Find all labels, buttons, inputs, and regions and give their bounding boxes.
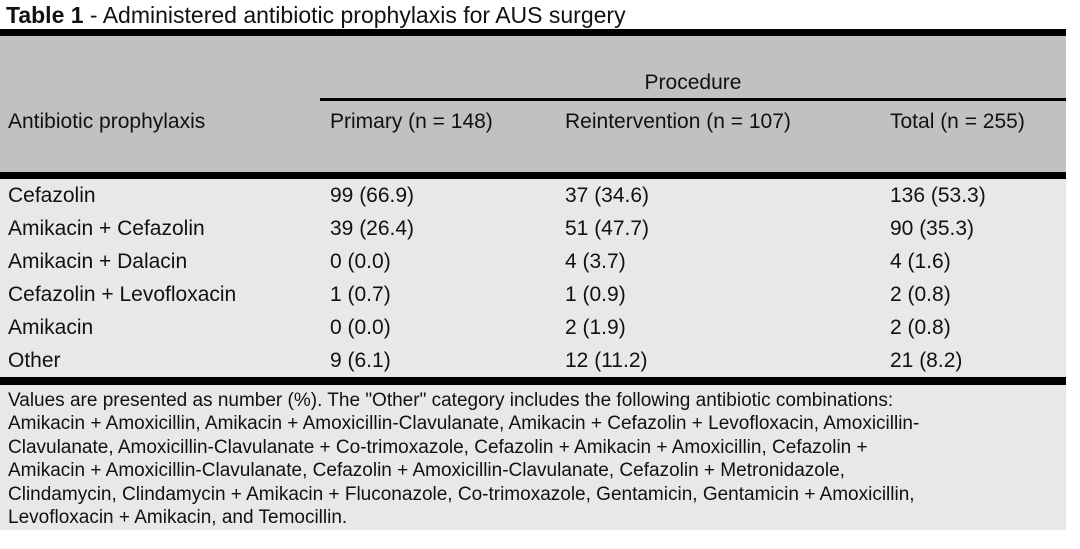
column-header-total: Total (n = 255) <box>890 110 1025 133</box>
row-value-primary: 99 (66.9) <box>330 183 415 207</box>
row-label: Amikacin + Cefazolin <box>8 216 205 240</box>
row-label: Amikacin <box>8 315 94 339</box>
table-header: Procedure Antibiotic prophylaxis Primary… <box>0 36 1066 172</box>
row-value-total: 21 (8.2) <box>890 348 963 372</box>
table-number: Table 1 <box>6 2 84 28</box>
table-caption: - Administered antibiotic prophylaxis fo… <box>83 2 626 28</box>
footnote-line: Clindamycin, Clindamycin + Amikacin + Fl… <box>8 483 915 505</box>
footnote-line: Amikacin + Amoxicillin-Clavulanate, Cefa… <box>8 460 845 482</box>
row-value-total: 90 (35.3) <box>890 216 975 240</box>
column-header-primary: Primary (n = 148) <box>330 110 493 133</box>
footnote-line: Levofloxacin + Amikacin, and Temocillin. <box>8 507 348 529</box>
row-value-reintervention: 12 (11.2) <box>565 348 648 372</box>
row-label: Cefazolin <box>8 183 96 207</box>
row-value-primary: 1 (0.7) <box>330 282 391 306</box>
row-value-primary: 9 (6.1) <box>330 348 391 372</box>
row-value-total: 2 (0.8) <box>890 282 951 306</box>
footnote-line: Amikacin + Amoxicillin, Amikacin + Amoxi… <box>8 413 920 435</box>
row-value-primary: 0 (0.0) <box>330 315 391 339</box>
column-header-antibiotic: Antibiotic prophylaxis <box>8 110 206 133</box>
table-row: Other 9 (6.1) 12 (11.2) 21 (8.2) <box>0 344 1066 377</box>
row-label: Amikacin + Dalacin <box>8 249 188 273</box>
body-footnote-rule <box>0 377 1066 385</box>
column-header-row: Antibiotic prophylaxis Primary (n = 148)… <box>0 101 1066 134</box>
footnote-line: Clavulanate, Amoxicillin-Clavulanate + C… <box>8 436 868 458</box>
procedure-group-header: Procedure <box>320 71 1066 101</box>
row-value-reintervention: 2 (1.9) <box>565 315 626 339</box>
row-value-total: 136 (53.3) <box>890 183 986 207</box>
table-title: Table 1 - Administered antibiotic prophy… <box>0 0 1066 29</box>
row-value-primary: 0 (0.0) <box>330 249 391 273</box>
table-row: Cefazolin + Levofloxacin 1 (0.7) 1 (0.9) 2 … <box>0 278 1066 311</box>
procedure-group-label: Procedure <box>644 71 742 94</box>
table-row: Cefazolin 99 (66.9) 37 (34.6) 136 (53.3) <box>0 179 1066 212</box>
column-header-reintervention: Reintervention (n = 107) <box>565 110 791 133</box>
table-row: Amikacin + Dalacin 0 (0.0) 4 (3.7) 4 (1.6) <box>0 245 1066 278</box>
title-rule <box>0 29 1066 36</box>
row-value-primary: 39 (26.4) <box>330 216 415 240</box>
row-label: Other <box>8 348 61 372</box>
header-body-rule <box>0 172 1066 179</box>
row-value-total: 2 (0.8) <box>890 315 951 339</box>
table-body: Cefazolin 99 (66.9) 37 (34.6) 136 (53.3) Ami… <box>0 179 1066 377</box>
row-value-reintervention: 4 (3.7) <box>565 249 626 273</box>
table-row: Amikacin 0 (0.0) 2 (1.9) 2 (0.8) <box>0 311 1066 344</box>
row-value-total: 4 (1.6) <box>890 249 951 273</box>
row-value-reintervention: 1 (0.9) <box>565 282 626 306</box>
table-row: Amikacin + Cefazolin 39 (26.4) 51 (47.7) 90… <box>0 212 1066 245</box>
row-value-reintervention: 37 (34.6) <box>565 183 650 207</box>
footnote-line: Values are presented as number (%). The … <box>8 390 894 411</box>
procedure-group-row: Procedure <box>0 36 1066 101</box>
row-value-reintervention: 51 (47.7) <box>565 216 650 240</box>
table-figure: Table 1 - Administered antibiotic prophy… <box>0 0 1066 530</box>
footnote: Values are presented as number (%). The … <box>0 385 1066 530</box>
row-label: Cefazolin + Levofloxacin <box>8 282 237 306</box>
